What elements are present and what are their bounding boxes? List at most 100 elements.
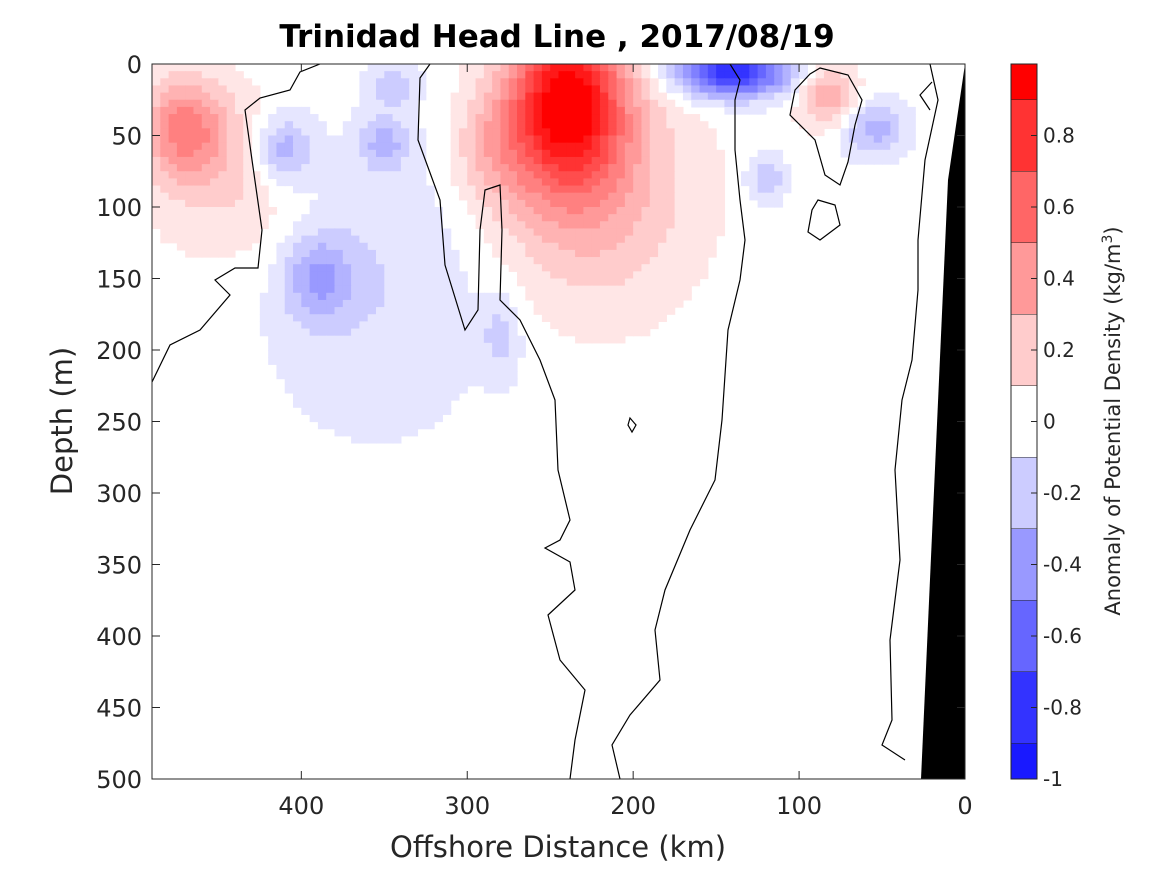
anomaly-cell	[417, 135, 427, 144]
anomaly-cell	[351, 435, 360, 444]
anomaly-cell	[591, 135, 601, 144]
anomaly-cell	[658, 135, 667, 144]
anomaly-cell	[351, 142, 360, 151]
anomaly-cell	[608, 135, 618, 144]
anomaly-cell	[558, 199, 568, 208]
anomaly-cell	[243, 106, 253, 115]
anomaly-cell	[334, 278, 344, 287]
anomaly-cell	[458, 71, 468, 79]
anomaly-cell	[757, 178, 767, 187]
anomaly-cell	[699, 264, 709, 272]
anomaly-cell	[691, 78, 701, 87]
anomaly-cell	[425, 228, 435, 237]
anomaly-cell	[508, 228, 518, 237]
anomaly-cell	[458, 78, 468, 87]
anomaly-cell	[467, 106, 477, 115]
anomaly-cell	[682, 221, 692, 230]
anomaly-cell	[417, 364, 427, 373]
anomaly-cell	[152, 85, 161, 94]
anomaly-cell	[599, 299, 609, 308]
anomaly-cell	[550, 142, 560, 151]
anomaly-cell	[541, 199, 551, 208]
anomaly-cell	[442, 299, 452, 308]
anomaly-cell	[375, 207, 385, 215]
anomaly-cell	[309, 249, 319, 258]
anomaly-cell	[392, 435, 402, 444]
anomaly-cell	[458, 364, 468, 373]
anomaly-cell	[566, 242, 576, 251]
anomaly-cell	[575, 64, 584, 72]
anomaly-cell	[268, 292, 278, 301]
anomaly-cell	[218, 185, 228, 194]
anomaly-cell	[450, 364, 460, 373]
anomaly-cell	[641, 178, 651, 187]
anomaly-cell	[351, 385, 360, 394]
anomaly-cell	[342, 164, 352, 172]
anomaly-cell	[400, 378, 410, 387]
anomaly-cell	[475, 71, 485, 79]
anomaly-cell	[608, 178, 618, 187]
anomaly-cell	[268, 271, 278, 280]
anomaly-cell	[384, 400, 394, 408]
anomaly-cell	[351, 242, 360, 251]
anomaly-cell	[782, 85, 792, 94]
anomaly-cell	[417, 307, 427, 315]
anomaly-cell	[500, 235, 510, 244]
anomaly-cell	[608, 64, 618, 72]
anomaly-cell	[293, 400, 302, 408]
anomaly-cell	[160, 92, 170, 101]
anomaly-cell	[375, 199, 385, 208]
anomaly-cell	[666, 114, 676, 122]
anomaly-cell	[533, 106, 543, 115]
anomaly-cell	[624, 249, 634, 258]
anomaly-cell	[176, 214, 186, 222]
anomaly-cell	[533, 135, 543, 144]
anomaly-cell	[185, 71, 195, 79]
anomaly-cell	[359, 156, 369, 165]
anomaly-cell	[409, 128, 419, 137]
anomaly-cell	[616, 106, 626, 115]
anomaly-cell	[525, 207, 535, 215]
anomaly-cell	[575, 178, 584, 187]
anomaly-cell	[351, 314, 360, 322]
anomaly-cell	[359, 314, 369, 322]
anomaly-cell	[467, 307, 477, 315]
anomaly-cell	[160, 164, 170, 172]
anomaly-cell	[525, 114, 535, 122]
anomaly-cell	[707, 199, 717, 208]
anomaly-cell	[483, 164, 493, 172]
anomaly-cell	[351, 257, 360, 265]
anomaly-cell	[591, 78, 601, 87]
anomaly-cell	[641, 257, 651, 265]
anomaly-cell	[467, 114, 477, 122]
anomaly-cell	[326, 171, 336, 179]
anomaly-cell	[500, 292, 510, 301]
anomaly-cell	[284, 106, 294, 115]
anomaly-cell	[500, 199, 510, 208]
anomaly-cell	[467, 85, 477, 94]
anomaly-cell	[301, 271, 311, 280]
anomaly-cell	[674, 278, 684, 287]
anomaly-cell	[168, 207, 178, 215]
anomaly-cell	[624, 156, 634, 165]
anomaly-cell	[342, 414, 352, 423]
zero-contour-line	[807, 199, 841, 241]
anomaly-cell	[434, 214, 443, 222]
anomaly-cell	[392, 156, 402, 165]
anomaly-cell	[450, 307, 460, 315]
anomaly-cell	[375, 178, 385, 187]
anomaly-cell	[707, 249, 717, 258]
anomaly-cell	[467, 149, 477, 158]
anomaly-cell	[342, 335, 352, 344]
anomaly-cell	[293, 228, 302, 237]
anomaly-cell	[616, 78, 626, 87]
anomaly-cell	[649, 99, 659, 108]
anomaly-cell	[359, 178, 369, 187]
colorbar-tick-label: -0.6	[1043, 624, 1082, 648]
anomaly-cell	[508, 106, 518, 115]
anomaly-cell	[641, 321, 651, 330]
anomaly-cell	[674, 257, 684, 265]
anomaly-cell	[840, 106, 850, 115]
anomaly-cell	[392, 428, 402, 437]
anomaly-cell	[658, 207, 667, 215]
